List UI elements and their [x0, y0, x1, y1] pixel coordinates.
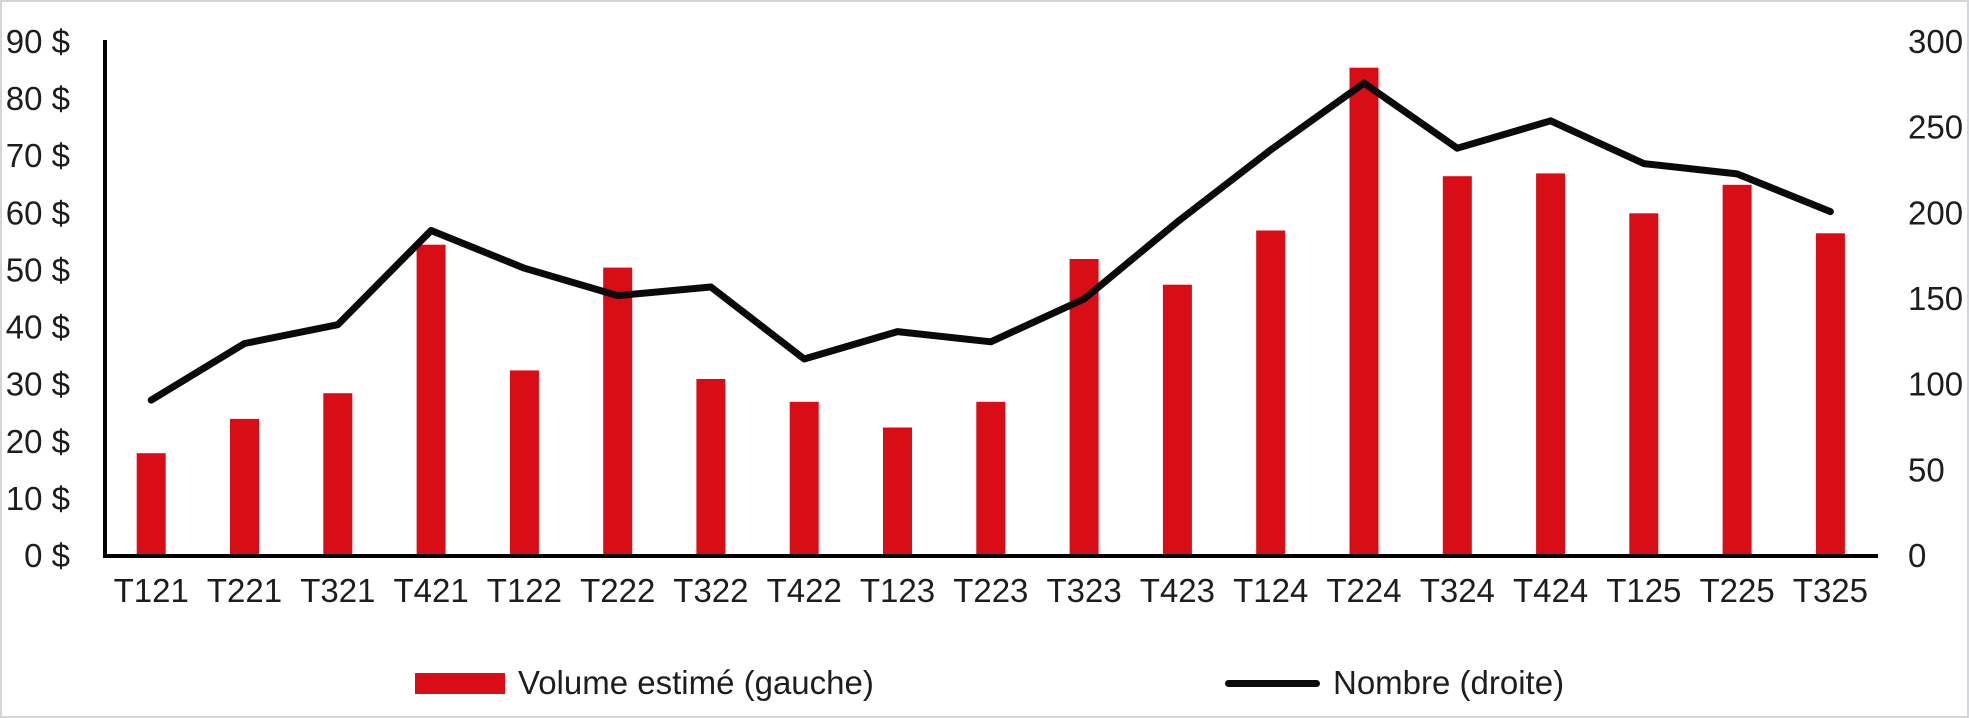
- legend-item-nombre: Nombre (droite): [1225, 662, 1564, 704]
- y-left-tick-label: 20 $: [6, 423, 70, 460]
- bar-T121: [136, 453, 166, 556]
- bars-group: [136, 67, 1845, 557]
- x-category-label: T423: [1140, 572, 1215, 609]
- bar-T224: [1349, 67, 1379, 556]
- x-category-label: T124: [1233, 572, 1308, 609]
- left-axis-labels: 0 $ 10 $ 20 $ 30 $ 40 $ 50 $ 60 $ 70 $ 80 $ 90 $: [6, 23, 70, 574]
- y-right-tick-label: 0: [1908, 537, 1926, 574]
- y-right-tick-label: 50: [1908, 451, 1945, 488]
- bar-T322: [696, 379, 726, 556]
- y-left-tick-label: 50 $: [6, 251, 70, 288]
- bar-T122: [509, 370, 539, 556]
- bar-T323: [1069, 259, 1099, 556]
- x-category-label: T321: [300, 572, 375, 609]
- x-axis-labels: T121 T221 T321 T421 T122 T222 T322 T422 T123 T223…: [114, 572, 1868, 609]
- x-category-label: T122: [487, 572, 562, 609]
- bar-T422: [789, 401, 819, 556]
- y-left-tick-label: 90 $: [6, 23, 70, 60]
- x-category-label: T421: [393, 572, 468, 609]
- x-category-label: T322: [673, 572, 748, 609]
- y-left-tick-label: 60 $: [6, 194, 70, 231]
- y-right-tick-label: 200: [1908, 194, 1963, 231]
- bar-T324: [1442, 176, 1472, 556]
- x-axis-line: [103, 554, 1878, 558]
- x-category-label: T222: [580, 572, 655, 609]
- x-category-label: T424: [1513, 572, 1588, 609]
- bar-T124: [1256, 230, 1286, 556]
- bar-T223: [976, 401, 1006, 556]
- legend-item-volume: Volume estimé (gauche): [415, 662, 874, 704]
- bar-T221: [230, 418, 259, 556]
- bar-T423: [1162, 284, 1192, 556]
- x-category-label: T123: [860, 572, 935, 609]
- x-category-label: T422: [767, 572, 842, 609]
- line-series-swatch: [1225, 679, 1320, 687]
- y-right-tick-label: 100: [1908, 366, 1963, 403]
- legend-label-nombre: Nombre (droite): [1333, 664, 1565, 701]
- right-axis-labels: 0 50 100 150 200 250 300: [1908, 23, 1963, 574]
- y-left-tick-label: 10 $: [6, 480, 70, 517]
- axes-group: [103, 40, 1878, 558]
- bar-T325: [1815, 233, 1845, 557]
- y-axis-line: [103, 40, 107, 558]
- y-right-tick-label: 250: [1908, 109, 1963, 146]
- x-category-label: T225: [1699, 572, 1774, 609]
- bar-T125: [1629, 213, 1659, 557]
- bar-T424: [1536, 173, 1566, 556]
- bar-T421: [416, 244, 446, 556]
- nombre-line: [147, 79, 1834, 404]
- bar-T321: [323, 393, 353, 556]
- x-category-label: T224: [1326, 572, 1401, 609]
- x-category-label: T324: [1420, 572, 1495, 609]
- bar-T225: [1722, 184, 1752, 557]
- x-category-label: T125: [1606, 572, 1681, 609]
- y-left-tick-label: 30 $: [6, 366, 70, 403]
- x-category-label: T323: [1046, 572, 1121, 609]
- x-category-label: T325: [1793, 572, 1868, 609]
- bar-series-swatch: [415, 672, 505, 694]
- legend: Volume estimé (gauche) Nombre (droite): [2, 662, 1967, 708]
- x-category-label: T223: [953, 572, 1028, 609]
- x-category-label: T121: [114, 572, 189, 609]
- y-left-tick-label: 40 $: [6, 309, 70, 346]
- y-left-tick-label: 0 $: [24, 537, 70, 574]
- y-right-tick-label: 300: [1908, 23, 1963, 60]
- y-left-tick-label: 70 $: [6, 137, 70, 174]
- bar-T123: [883, 427, 912, 556]
- legend-label-volume: Volume estimé (gauche): [518, 664, 874, 701]
- y-right-tick-label: 150: [1908, 280, 1963, 317]
- bar-T222: [603, 267, 633, 556]
- x-category-label: T221: [207, 572, 282, 609]
- y-left-tick-label: 80 $: [6, 80, 70, 117]
